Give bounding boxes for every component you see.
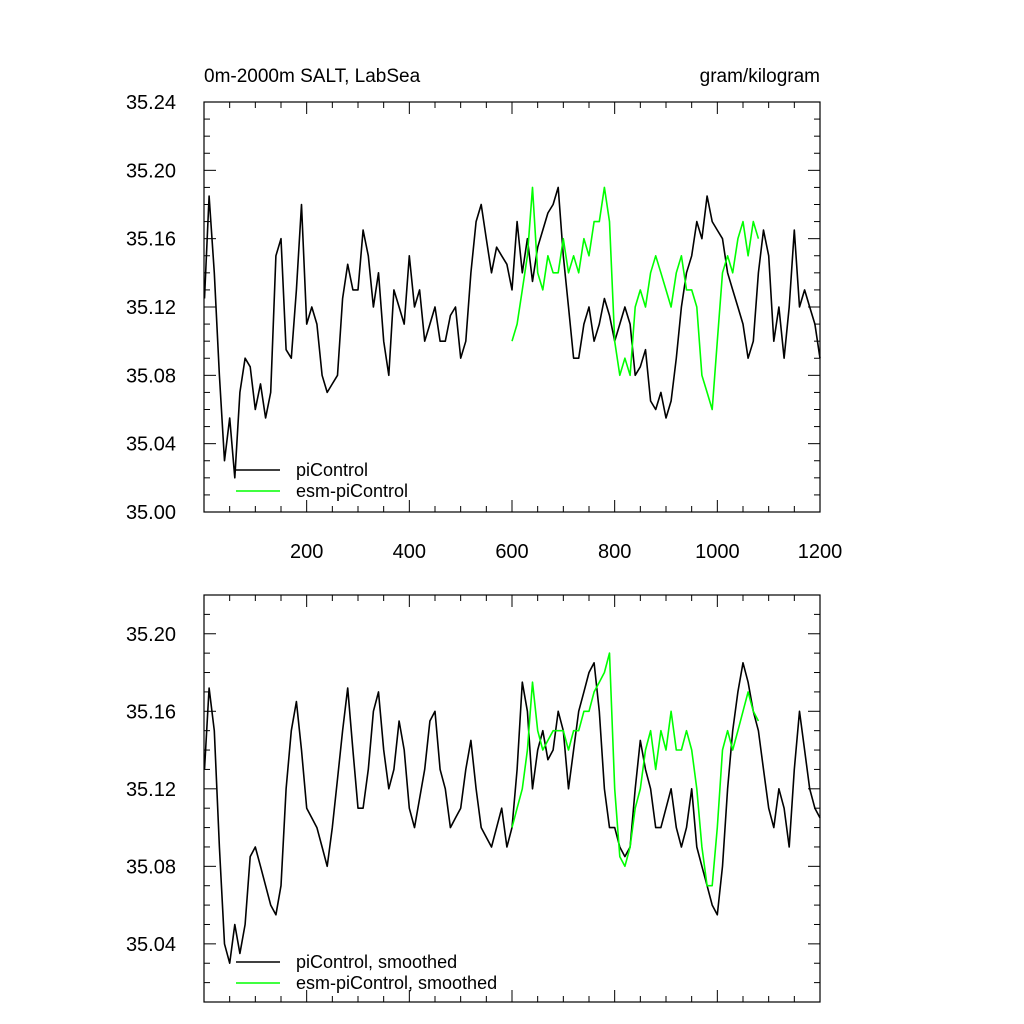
legend-label-esm-picontrol: esm-piControl xyxy=(296,481,408,501)
series-group xyxy=(203,186,821,479)
y-tick-label: 35.20 xyxy=(126,624,176,646)
x-tick-label: 1000 xyxy=(695,541,740,563)
y-tick-label: 35.20 xyxy=(126,160,176,182)
salinity-chart-smoothed: 35.04 35.08 35.12 35.16 35.20 piControl, smo… xyxy=(126,594,821,1003)
y-tick-label: 35.08 xyxy=(126,856,176,878)
x-tick-label: 400 xyxy=(393,541,426,563)
units-label: gram/kilogram xyxy=(700,66,820,87)
y-tick-label: 35.24 xyxy=(126,92,176,114)
legend-label-picontrol-smoothed: piControl, smoothed xyxy=(296,952,457,972)
y-tick-label: 35.08 xyxy=(126,365,176,387)
x-tick-label: 800 xyxy=(598,541,631,563)
chart-title: 0m-2000m SALT, LabSea xyxy=(204,66,421,87)
plot-frame xyxy=(203,101,821,513)
y-tick-label: 35.16 xyxy=(126,229,176,251)
legend: piControl esm-piControl xyxy=(236,460,408,501)
series-line-esm-picontrol xyxy=(511,186,760,411)
y-tick-label: 35.04 xyxy=(126,434,176,456)
legend: piControl, smoothed esm-piControl, smoot… xyxy=(236,952,497,993)
y-tick-label: 35.04 xyxy=(126,934,176,956)
series-line-esm-picontrol-smoothed xyxy=(511,652,760,887)
x-tick-label: 600 xyxy=(495,541,528,563)
y-tick-label: 35.12 xyxy=(126,297,176,319)
y-tick-label: 35.16 xyxy=(126,701,176,723)
y-tick-label: 35.12 xyxy=(126,779,176,801)
y-tick-label: 35.00 xyxy=(126,502,176,524)
x-tick-label: 1200 xyxy=(798,541,843,563)
plot-frame xyxy=(203,594,821,1003)
tick-group: 35.00 35.04 35.08 35.12 35.16 35.20 35.24 200 40… xyxy=(126,92,842,563)
salinity-chart-raw: 0m-2000m SALT, LabSea gram/kilogram 35.0… xyxy=(126,66,842,563)
series-line-picontrol-smoothed xyxy=(203,661,821,965)
legend-label-esm-picontrol-smoothed: esm-piControl, smoothed xyxy=(296,973,497,993)
series-line-picontrol xyxy=(203,186,821,479)
x-tick-label: 200 xyxy=(290,541,323,563)
legend-label-picontrol: piControl xyxy=(296,460,368,480)
series-group xyxy=(203,652,821,965)
tick-group: 35.04 35.08 35.12 35.16 35.20 xyxy=(126,594,821,1003)
